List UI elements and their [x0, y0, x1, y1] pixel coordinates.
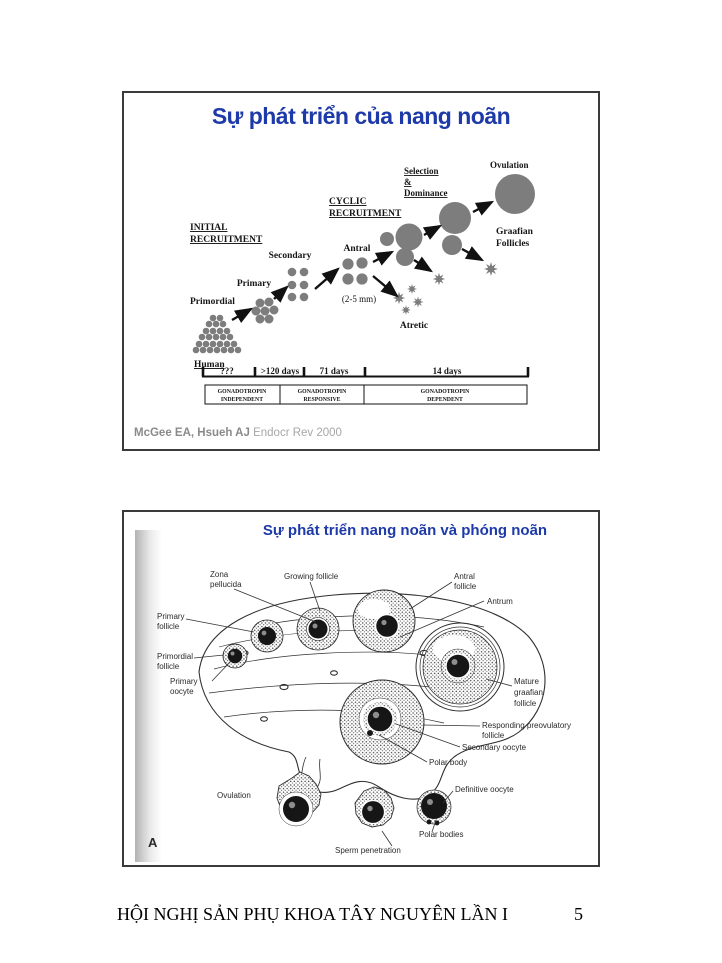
label-primordial: Primordial — [190, 297, 235, 307]
gonadotropin-phase-boxes — [204, 384, 528, 405]
svg-text:Primary: Primary — [157, 612, 185, 621]
atretic-follicles — [392, 262, 498, 315]
label-secondary: Secondary — [269, 251, 312, 261]
svg-text:GONADOTROPIN: GONADOTROPIN — [298, 389, 347, 395]
panel-letter: A — [148, 835, 158, 850]
label-cyclic-recruitment: RECRUITMENT — [329, 209, 402, 219]
page-footer: HỘI NGHỊ SẢN PHỤ KHOA TÂY NGUYÊN LẦN I 5 — [117, 904, 583, 925]
primary-follicle — [250, 619, 284, 653]
label-selection-dominance: Selection — [404, 166, 439, 176]
label-cyclic-recruitment: CYCLIC — [329, 197, 367, 207]
primary-follicle-cluster — [251, 297, 279, 324]
citation-journal: Endocr Rev 2000 — [253, 427, 342, 439]
svg-text:Responding preovulatory: Responding preovulatory — [482, 721, 571, 730]
svg-text:DEPENDENT: DEPENDENT — [427, 397, 463, 403]
ovary-anatomy-diagram: Zona pellucida Growing follicle Antral f… — [148, 570, 571, 855]
citation-authors: McGee EA, Hsueh AJ — [134, 427, 250, 439]
polar-body-shape — [367, 730, 373, 736]
svg-text:follicle: follicle — [157, 622, 180, 631]
scan-shadow — [135, 530, 162, 862]
timeline-duration: >120 days — [261, 366, 300, 376]
svg-text:follicle: follicle — [157, 662, 180, 671]
svg-text:pellucida: pellucida — [210, 580, 242, 589]
label-initial-recruitment: RECRUITMENT — [190, 235, 263, 245]
mature-graafian-follicle — [415, 622, 505, 712]
svg-text:graafian: graafian — [514, 688, 543, 697]
svg-text:Primary: Primary — [170, 677, 198, 686]
slide-follicle-development: Sự phát triển của nang noãn INITIAL RECR… — [122, 91, 600, 451]
svg-text:Secondary oocyte: Secondary oocyte — [462, 743, 527, 752]
svg-text:Polar bodies: Polar bodies — [419, 830, 463, 839]
label-selection-dominance: Dominance — [404, 188, 448, 198]
svg-text:Zona: Zona — [210, 570, 229, 579]
label-graafian-follicles: Graafian — [496, 227, 534, 237]
timeline-duration: ??? — [220, 366, 234, 376]
label-primary: Primary — [237, 279, 272, 289]
slide1-title: Sự phát triển của nang noãn — [211, 103, 511, 129]
svg-text:Definitive oocyte: Definitive oocyte — [455, 785, 514, 794]
svg-text:Primordial: Primordial — [157, 652, 193, 661]
label-antral: Antral — [344, 244, 371, 254]
svg-text:Mature: Mature — [514, 677, 539, 686]
progression-arrows — [231, 200, 495, 324]
slide2-title: Sự phát triển nang noãn và phóng noãn — [262, 522, 548, 539]
timeline-duration: 71 days — [320, 366, 349, 376]
page-number: 5 — [574, 904, 583, 924]
label-ovulation: Ovulation — [490, 160, 529, 170]
svg-text:Sperm penetration: Sperm penetration — [335, 846, 401, 855]
leader-lines — [185, 581, 513, 847]
dominant-follicle — [439, 202, 471, 234]
growing-follicle — [296, 607, 340, 651]
gonadotropin-phase-labels: GONADOTROPIN INDEPENDENT GONADOTROPIN RE… — [218, 389, 470, 403]
timeline-bracket — [201, 367, 530, 378]
slide-ovulation-diagram: Sự phát triển nang noãn và phóng noãn — [122, 510, 600, 867]
label-initial-recruitment: INITIAL — [190, 223, 228, 233]
svg-text:oocyte: oocyte — [170, 687, 194, 696]
ovulation-burst — [276, 756, 322, 827]
citation: McGee EA, Hsueh AJ Endocr Rev 2000 — [134, 427, 342, 439]
svg-text:GONADOTROPIN: GONADOTROPIN — [218, 389, 267, 395]
follicle-development-diagram: INITIAL RECRUITMENT CYCLIC RECRUITMENT S… — [190, 160, 535, 405]
footer-title: HỘI NGHỊ SẢN PHỤ KHOA TÂY NGUYÊN LẦN I — [117, 904, 508, 924]
svg-text:Growing follicle: Growing follicle — [284, 572, 339, 581]
anatomy-labels: Zona pellucida Growing follicle Antral f… — [157, 570, 571, 855]
antral-follicle — [352, 589, 416, 653]
primordial-follicle — [222, 643, 248, 669]
growing-follicles — [380, 174, 535, 266]
definitive-oocyte-shape — [416, 789, 452, 826]
svg-text:Antral: Antral — [454, 572, 475, 581]
label-graafian-follicles: Follicles — [496, 239, 530, 249]
label-atretic: Atretic — [400, 321, 428, 331]
svg-text:GONADOTROPIN: GONADOTROPIN — [421, 389, 470, 395]
svg-text:follicle: follicle — [454, 582, 477, 591]
svg-text:Ovulation: Ovulation — [217, 791, 251, 800]
secondary-follicle-group — [287, 267, 309, 302]
antral-follicle-group — [342, 257, 368, 285]
sperm-penetration-oocyte — [354, 786, 395, 828]
label-selection-dominance: & — [404, 177, 412, 187]
preovulatory-follicle — [339, 679, 425, 765]
label-size-note: (2-5 mm) — [342, 294, 376, 304]
svg-text:Antrum: Antrum — [487, 597, 513, 606]
svg-text:INDEPENDENT: INDEPENDENT — [221, 397, 263, 403]
primordial-follicle-pool — [192, 314, 242, 354]
timeline-duration: 14 days — [433, 366, 462, 376]
ovulatory-follicle — [495, 174, 535, 214]
svg-text:Polar body: Polar body — [429, 758, 467, 767]
svg-text:follicle: follicle — [514, 699, 537, 708]
svg-text:RESPONSIVE: RESPONSIVE — [303, 397, 340, 403]
label-human: Human — [194, 360, 225, 370]
svg-text:follicle: follicle — [482, 731, 505, 740]
